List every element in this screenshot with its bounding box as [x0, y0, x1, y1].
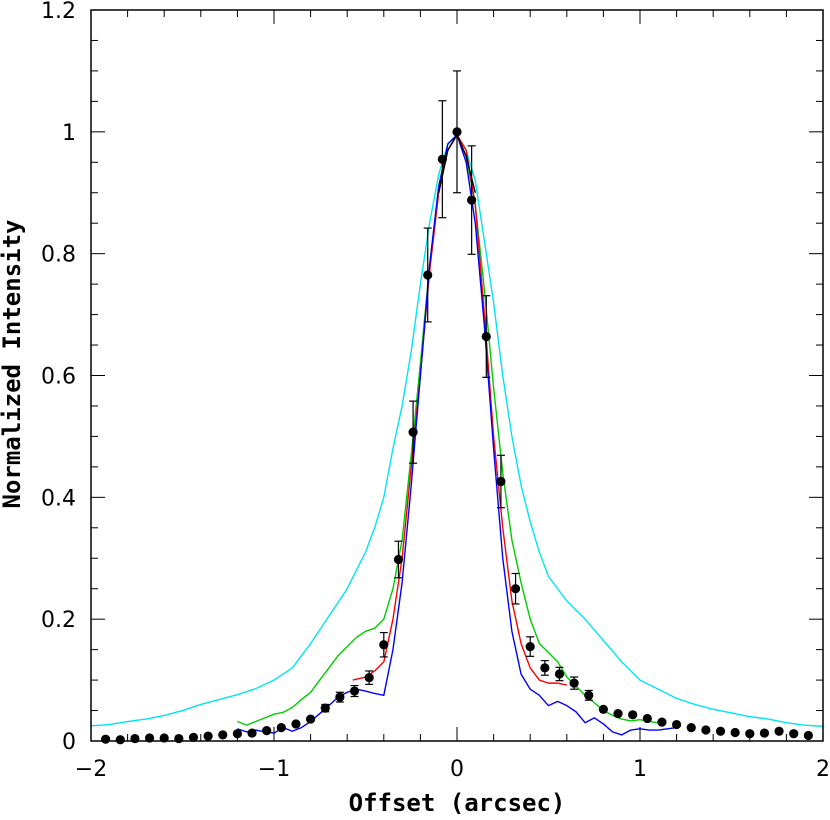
data-point — [276, 722, 286, 733]
y-tick-label: 0.2 — [41, 608, 76, 633]
data-point — [408, 427, 418, 437]
data-point — [379, 640, 389, 650]
data-point — [774, 726, 784, 736]
x-tick-label: 2 — [816, 757, 830, 782]
data-point — [115, 735, 125, 745]
data-point — [759, 728, 770, 738]
data-point — [686, 722, 696, 733]
x-axis-title: Offset (arcsec) — [349, 789, 566, 817]
data-point — [393, 554, 404, 565]
series-line-3 — [237, 134, 677, 736]
data-point — [745, 729, 755, 739]
y-tick-label: 0 — [62, 730, 76, 755]
series-line-0 — [91, 134, 823, 728]
data-point — [628, 710, 638, 720]
data-point — [291, 719, 301, 729]
data-point — [467, 195, 477, 205]
data-point — [306, 714, 316, 724]
data-point — [101, 734, 111, 744]
y-tick-label: 0.8 — [41, 243, 76, 268]
data-point — [584, 690, 594, 700]
y-tick-label: 0.4 — [41, 486, 76, 511]
data-point — [598, 704, 609, 714]
data-point — [803, 730, 813, 741]
x-tick-label: −2 — [75, 757, 107, 782]
data-point — [247, 728, 257, 738]
data-point — [540, 663, 550, 673]
data-point — [218, 730, 228, 740]
series-line-2 — [352, 134, 567, 686]
data-point — [657, 717, 667, 727]
data-point — [701, 725, 711, 735]
data-point — [232, 729, 242, 739]
data-point — [613, 708, 623, 719]
data-point — [364, 673, 374, 683]
y-tick-label: 1.2 — [41, 0, 76, 24]
data-point — [335, 692, 345, 702]
y-axis-title: Normalized Intensity — [0, 220, 26, 509]
data-point — [188, 732, 199, 742]
data-point — [203, 731, 213, 741]
y-tick-label: 0.6 — [41, 365, 76, 390]
data-point — [510, 584, 521, 594]
data-point — [452, 127, 462, 137]
x-tick-label: 1 — [633, 757, 647, 782]
data-point — [262, 726, 272, 736]
data-point — [715, 726, 726, 736]
data-point — [423, 270, 433, 280]
data-point — [437, 154, 447, 164]
data-point — [525, 641, 535, 652]
data-point — [130, 733, 140, 744]
y-tick-label: 1 — [62, 121, 76, 146]
data-point — [496, 476, 506, 487]
series-line-1 — [237, 134, 659, 726]
data-point — [642, 713, 652, 724]
data-point — [672, 719, 682, 730]
data-point — [481, 331, 491, 342]
data-point — [349, 686, 360, 696]
data-point — [174, 733, 184, 744]
data-point — [554, 669, 565, 679]
data-point — [569, 678, 579, 688]
data-point — [730, 727, 740, 738]
x-tick-label: 0 — [450, 757, 464, 782]
x-tick-label: −1 — [258, 757, 290, 782]
data-point — [789, 729, 799, 739]
data-point — [320, 703, 330, 713]
